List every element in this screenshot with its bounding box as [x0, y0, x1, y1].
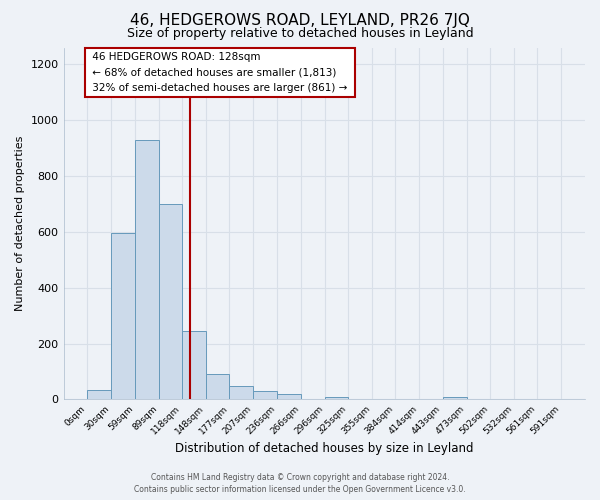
X-axis label: Distribution of detached houses by size in Leyland: Distribution of detached houses by size … — [175, 442, 473, 455]
Bar — [182, 331, 206, 400]
Bar — [206, 374, 229, 400]
Text: Contains HM Land Registry data © Crown copyright and database right 2024.
Contai: Contains HM Land Registry data © Crown c… — [134, 472, 466, 494]
Y-axis label: Number of detached properties: Number of detached properties — [15, 136, 25, 311]
Bar — [112, 234, 134, 400]
Bar — [253, 390, 277, 400]
Bar — [158, 204, 182, 400]
Bar — [277, 394, 301, 400]
Text: Size of property relative to detached houses in Leyland: Size of property relative to detached ho… — [127, 28, 473, 40]
Bar — [134, 140, 158, 400]
Bar — [229, 386, 253, 400]
Bar — [325, 396, 348, 400]
Bar — [87, 390, 112, 400]
Text: 46, HEDGEROWS ROAD, LEYLAND, PR26 7JQ: 46, HEDGEROWS ROAD, LEYLAND, PR26 7JQ — [130, 12, 470, 28]
Text: 46 HEDGEROWS ROAD: 128sqm
 ← 68% of detached houses are smaller (1,813)
 32% of : 46 HEDGEROWS ROAD: 128sqm ← 68% of detac… — [89, 52, 350, 93]
Bar — [443, 396, 467, 400]
